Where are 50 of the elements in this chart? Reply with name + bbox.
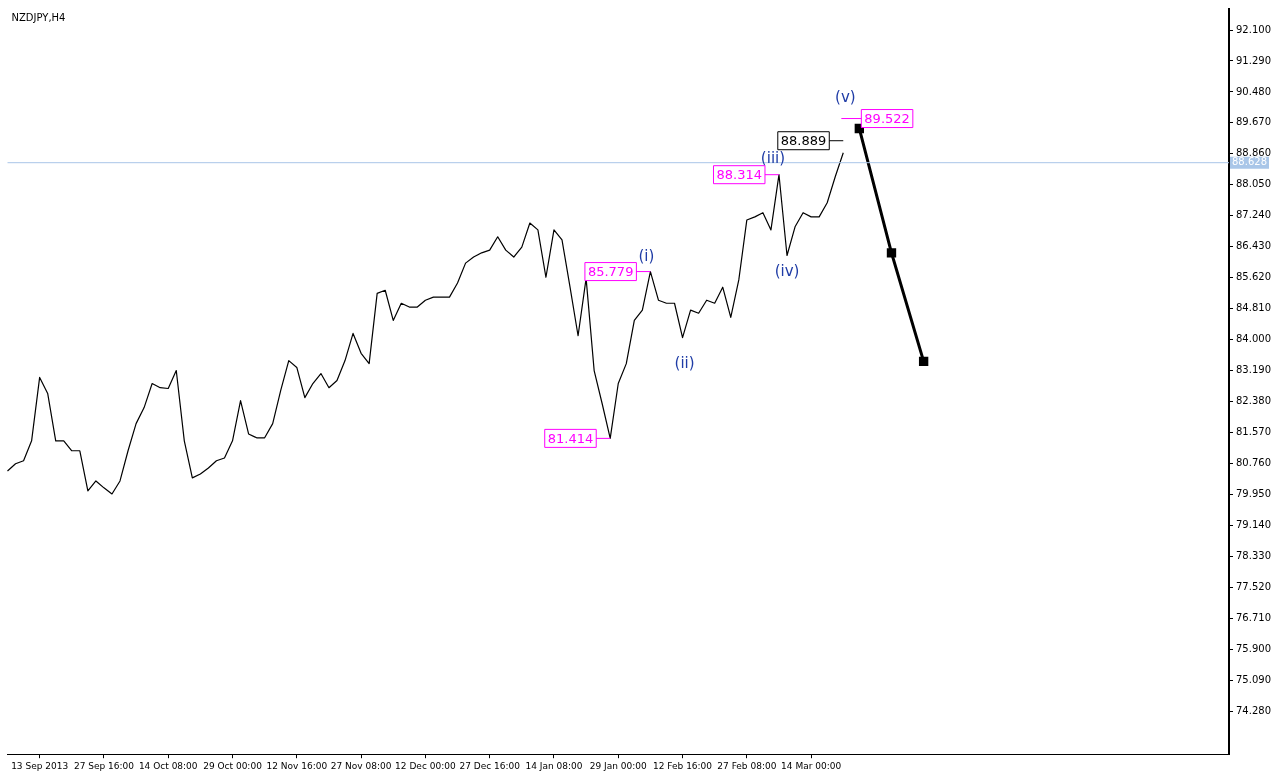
y-tick-label: 89.670 bbox=[1236, 116, 1272, 128]
y-tick-label: 83.190 bbox=[1236, 364, 1272, 376]
y-tick-label: 90.480 bbox=[1236, 85, 1272, 97]
y-tick-label: 75.900 bbox=[1236, 642, 1272, 654]
y-tick-label: 79.950 bbox=[1236, 487, 1272, 499]
x-tick-label: 14 Mar 00:00 bbox=[781, 760, 842, 771]
point bbox=[886, 248, 897, 258]
x-tick-label: 27 Sep 16:00 bbox=[73, 760, 135, 771]
y-tick-label: 88.860 bbox=[1236, 147, 1272, 159]
y-tick-label: 87.240 bbox=[1236, 209, 1272, 221]
annotation: (ii) bbox=[674, 353, 695, 372]
annotation: 89.522 bbox=[864, 110, 910, 126]
x-tick-label: 12 Dec 00:00 bbox=[395, 760, 456, 771]
x-tick-label: 27 Dec 16:00 bbox=[459, 760, 521, 771]
ref-line-label: 88.628 bbox=[1232, 156, 1268, 168]
annotation: (v) bbox=[835, 88, 856, 107]
y-tick-label: 92.100 bbox=[1236, 23, 1272, 35]
x-tick-label: 14 Jan 08:00 bbox=[525, 760, 583, 771]
y-tick-label: 77.520 bbox=[1236, 580, 1272, 592]
x-tick-label: 27 Nov 08:00 bbox=[330, 760, 392, 771]
annotation: (i) bbox=[638, 247, 655, 266]
y-tick-label: 88.050 bbox=[1236, 178, 1272, 190]
x-tick-label: 29 Jan 00:00 bbox=[589, 760, 648, 771]
y-tick-label: 76.710 bbox=[1236, 611, 1272, 623]
x-tick-label: 27 Feb 08:00 bbox=[717, 760, 777, 771]
y-tick-label: 91.290 bbox=[1236, 54, 1272, 66]
point bbox=[918, 356, 929, 367]
annotation: 88.889 bbox=[780, 133, 827, 149]
annotation: (iv) bbox=[774, 262, 800, 281]
y-tick-label: 78.330 bbox=[1236, 549, 1272, 561]
annotation: (iii) bbox=[760, 148, 786, 167]
x-tick-label: 29 Oct 00:00 bbox=[203, 760, 263, 771]
y-tick-label: 79.140 bbox=[1236, 518, 1272, 530]
y-tick-label: 74.280 bbox=[1236, 704, 1272, 716]
annotation: 88.314 bbox=[716, 167, 762, 183]
y-tick-label: 80.760 bbox=[1236, 456, 1272, 468]
y-tick-label: 84.810 bbox=[1236, 302, 1272, 314]
y-tick-label: 84.000 bbox=[1236, 333, 1272, 345]
x-tick-label: 12 Feb 16:00 bbox=[653, 760, 713, 771]
annotation: 85.779 bbox=[587, 263, 634, 279]
y-tick-label: 82.380 bbox=[1236, 395, 1272, 407]
y-tick-label: 85.620 bbox=[1236, 271, 1272, 283]
x-tick-label: 13 Sep 2013 bbox=[11, 760, 69, 771]
y-tick-label: 86.430 bbox=[1236, 240, 1272, 252]
x-tick-label: 12 Nov 16:00 bbox=[266, 760, 328, 771]
annotation: 81.414 bbox=[547, 430, 594, 446]
chart-title: NZDJPY,H4 bbox=[11, 11, 66, 23]
x-tick-label: 14 Oct 08:00 bbox=[138, 760, 198, 771]
y-tick-label: 75.090 bbox=[1236, 673, 1272, 685]
y-tick-label: 81.570 bbox=[1236, 426, 1272, 438]
